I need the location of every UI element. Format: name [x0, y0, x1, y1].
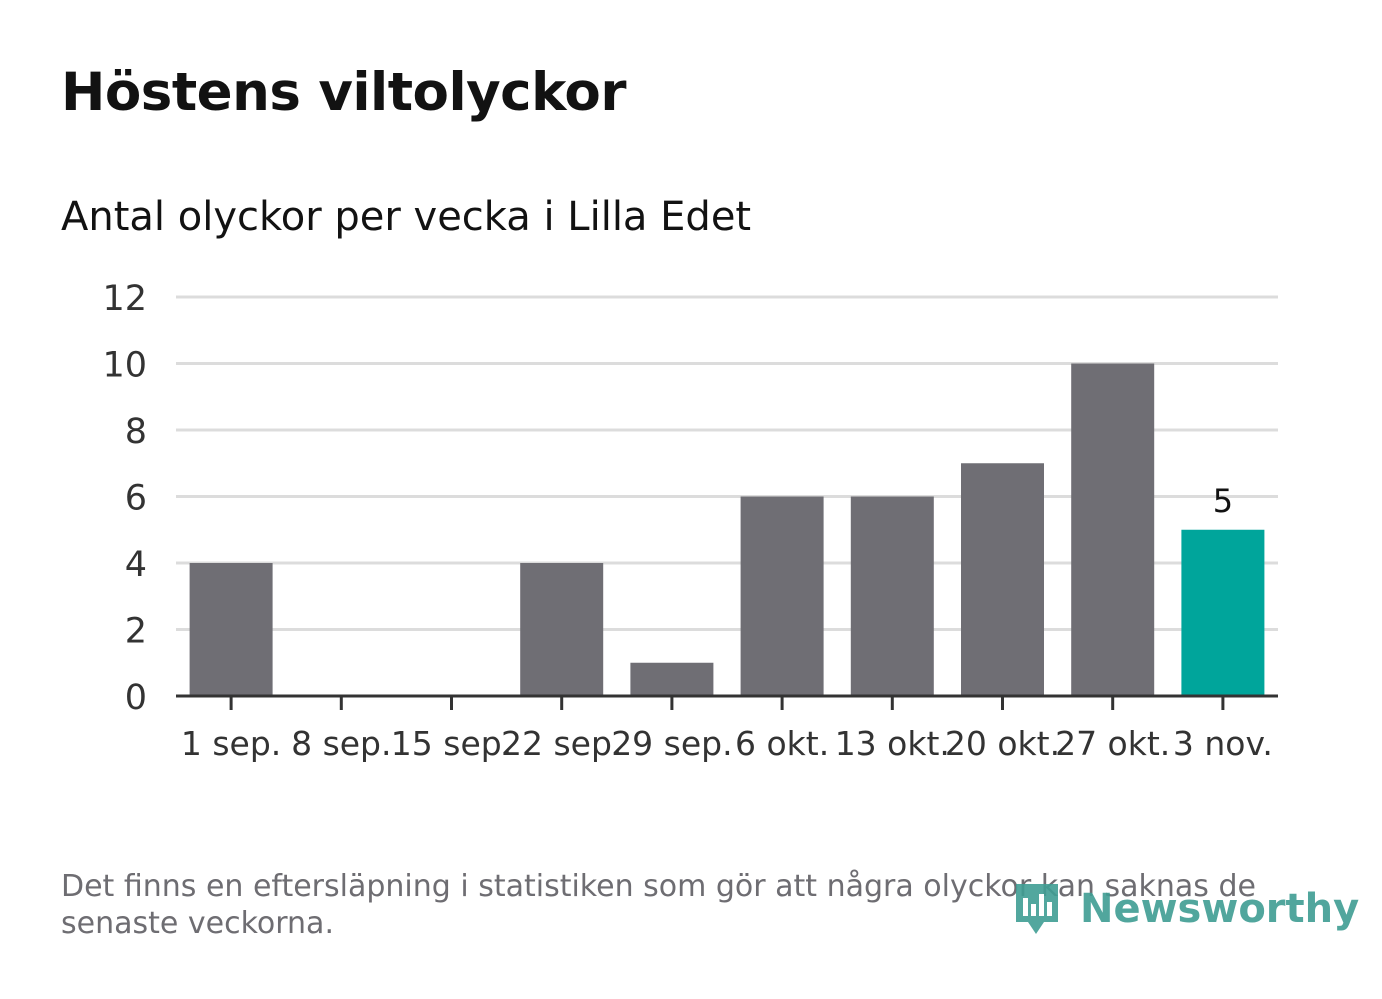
- bar: [740, 496, 824, 696]
- data-label: 5: [1213, 482, 1233, 520]
- chart-subtitle: Antal olyckor per vecka i Lilla Edet: [61, 194, 752, 240]
- y-tick-label: 0: [125, 678, 147, 718]
- x-tick-label: 22 sep.: [501, 724, 622, 763]
- x-tick-label: 1 sep.: [181, 724, 281, 763]
- x-axis: [176, 694, 1278, 710]
- x-tick-label: 3 nov.: [1173, 724, 1273, 763]
- y-axis-labels: 0 2 4 6 8 10 12: [102, 279, 147, 718]
- bar: [1071, 363, 1155, 696]
- y-tick-label: 10: [102, 346, 147, 386]
- y-tick-label: 2: [125, 612, 147, 652]
- x-tick-label: 8 sep.: [291, 724, 391, 763]
- x-tick-label: 13 okt.: [835, 724, 950, 763]
- x-tick-label: 27 okt.: [1055, 724, 1170, 763]
- bars: [189, 363, 1265, 696]
- x-tick-label: 29 sep.: [611, 724, 732, 763]
- bar: [189, 563, 273, 696]
- y-tick-label: 12: [102, 279, 147, 319]
- y-tick-label: 8: [125, 412, 147, 452]
- bar: [630, 662, 714, 696]
- newsworthy-logo-text: Newsworthy: [1080, 886, 1360, 932]
- x-tick-label: 6 okt.: [735, 724, 829, 763]
- bar: [961, 463, 1044, 696]
- bar: [850, 496, 934, 696]
- x-tick-label: 20 okt.: [945, 724, 1060, 763]
- bar: [520, 563, 604, 696]
- chart-title: Höstens viltolyckor: [61, 62, 626, 123]
- x-axis-labels: 1 sep. 8 sep. 15 sep.22 sep.29 sep. 6 okt. 1…: [181, 724, 1273, 763]
- newsworthy-logo: Newsworthy: [1012, 878, 1359, 940]
- y-tick-label: 4: [125, 545, 147, 585]
- bar: [1181, 529, 1265, 696]
- x-tick-label: 15 sep.: [391, 724, 512, 763]
- y-tick-label: 6: [125, 479, 147, 519]
- newsworthy-logo-icon: [1016, 884, 1058, 934]
- data-labels: 5: [1213, 482, 1233, 520]
